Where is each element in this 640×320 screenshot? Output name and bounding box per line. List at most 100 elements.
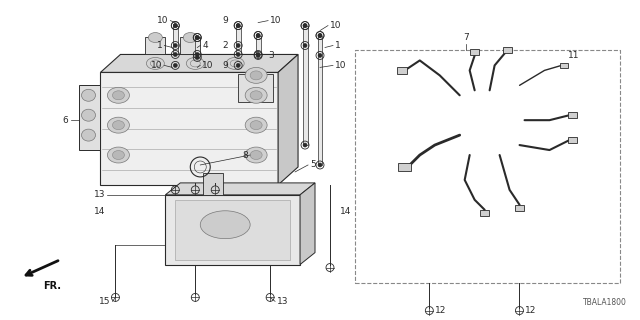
Text: 9: 9 [223,61,228,70]
Circle shape [318,163,322,167]
Text: 1: 1 [335,41,340,50]
Bar [79,85,100,150]
Polygon shape [165,183,315,195]
Bar [568,112,577,118]
Text: 10: 10 [151,61,163,70]
Ellipse shape [81,129,95,141]
Bar [100,72,278,185]
Bar [303,26,308,145]
Text: 10: 10 [335,61,346,70]
Circle shape [303,143,307,147]
Bar [145,36,165,54]
Circle shape [195,52,199,56]
Ellipse shape [250,150,262,159]
Circle shape [173,24,177,28]
Bar [255,36,260,54]
Ellipse shape [108,117,129,133]
Ellipse shape [245,87,267,103]
Bar [173,26,178,54]
Ellipse shape [200,211,250,239]
Bar [204,173,223,195]
Text: 15: 15 [99,297,111,306]
Circle shape [303,44,307,47]
Ellipse shape [108,147,129,163]
Bar [195,37,200,54]
Text: 11: 11 [568,51,579,60]
Ellipse shape [113,121,124,130]
Bar [238,74,273,102]
Ellipse shape [113,150,124,159]
Circle shape [318,53,322,58]
Circle shape [173,52,177,56]
Circle shape [303,24,307,28]
Ellipse shape [81,89,95,101]
Text: 12: 12 [525,306,537,315]
Circle shape [173,24,177,28]
Ellipse shape [113,91,124,100]
Ellipse shape [250,71,262,80]
Circle shape [195,55,199,60]
Circle shape [303,24,307,28]
Circle shape [318,34,322,37]
Polygon shape [300,183,315,265]
Text: FR.: FR. [44,282,61,292]
Text: 10: 10 [270,16,282,25]
Ellipse shape [81,109,95,121]
Text: 12: 12 [435,306,447,315]
Circle shape [173,44,177,47]
Text: 13: 13 [94,190,106,199]
Text: 4: 4 [202,41,208,50]
Bar [503,47,512,53]
Bar [515,205,524,211]
Text: 14: 14 [94,207,106,216]
Bar [561,63,568,68]
Text: 10: 10 [330,21,342,30]
Text: 2: 2 [223,41,228,50]
Circle shape [256,52,260,56]
Polygon shape [278,54,298,185]
Text: 3: 3 [268,51,274,60]
Bar [470,50,479,55]
Text: 7: 7 [463,33,469,42]
Polygon shape [100,54,298,72]
Text: 10: 10 [202,61,214,70]
Circle shape [236,63,240,68]
Text: 8: 8 [243,150,248,160]
Bar [180,36,200,54]
Bar [175,200,290,260]
Text: TBALA1800: TBALA1800 [584,298,627,307]
Text: 10: 10 [157,16,168,25]
Ellipse shape [245,147,267,163]
Bar [397,67,407,74]
Circle shape [195,36,199,40]
Bar [236,26,241,54]
Ellipse shape [250,91,262,100]
Ellipse shape [183,33,197,43]
Ellipse shape [147,58,164,69]
Circle shape [173,63,177,68]
Circle shape [256,34,260,37]
Ellipse shape [245,117,267,133]
Ellipse shape [245,68,267,83]
Circle shape [256,53,260,58]
Bar [568,137,577,143]
Circle shape [195,36,199,40]
Text: 6: 6 [63,116,68,125]
Bar [355,50,620,283]
Bar [317,36,323,165]
Circle shape [318,34,322,37]
Ellipse shape [250,121,262,130]
Bar [398,163,412,171]
Text: 9: 9 [223,16,228,25]
Circle shape [236,24,240,28]
Text: 5: 5 [310,160,316,170]
Circle shape [236,24,240,28]
Circle shape [256,34,260,37]
Bar [480,210,489,216]
Ellipse shape [186,58,204,69]
Text: 13: 13 [277,297,289,306]
Ellipse shape [108,87,129,103]
Circle shape [236,52,240,56]
Bar [165,195,300,265]
Circle shape [236,44,240,47]
